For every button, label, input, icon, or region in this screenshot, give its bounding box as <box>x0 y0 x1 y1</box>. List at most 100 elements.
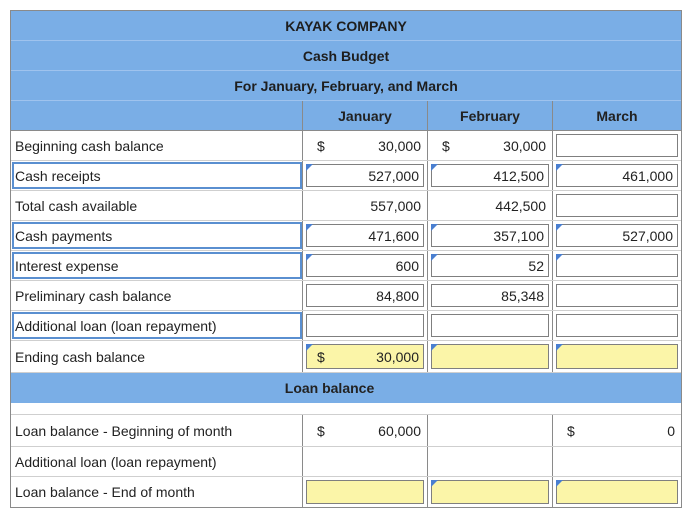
row-label[interactable]: Cash receipts <box>11 161 303 190</box>
mar-total-cash-input[interactable] <box>553 191 681 220</box>
cell-value: 412,500 <box>493 167 544 184</box>
row-label[interactable]: Cash payments <box>11 221 303 250</box>
input-marker-icon <box>306 254 313 261</box>
feb-additional-loan-input[interactable] <box>428 311 553 340</box>
jan-cash-payments-input[interactable]: 471,600 <box>303 221 428 250</box>
currency-symbol: $ <box>317 348 325 365</box>
input-marker-icon <box>431 164 438 171</box>
feb-loan-additional <box>428 447 553 476</box>
cell-value: 0 <box>667 422 675 439</box>
cell-value: 84,800 <box>376 287 419 304</box>
row-label[interactable]: Additional loan (loan repayment) <box>11 311 303 340</box>
mar-preliminary-input[interactable] <box>553 281 681 310</box>
input-marker-icon <box>431 480 438 487</box>
jan-loan-beginning: $ 60,000 <box>303 415 428 446</box>
feb-cash-payments-input[interactable]: 357,100 <box>428 221 553 250</box>
row-cash-payments: Cash payments 471,600 357,100 527,000 <box>11 221 681 251</box>
cell-value: 30,000 <box>378 137 421 154</box>
jan-ending-cash-input[interactable]: $ 30,000 <box>303 341 428 372</box>
currency-symbol: $ <box>567 422 575 439</box>
row-label: Ending cash balance <box>11 341 303 372</box>
mar-cash-payments-input[interactable]: 527,000 <box>553 221 681 250</box>
feb-interest-input[interactable]: 52 <box>428 251 553 280</box>
input-marker-icon <box>306 344 313 351</box>
loan-section-title: Loan balance <box>284 380 375 396</box>
title-header: Cash Budget <box>11 41 681 71</box>
input-marker-icon <box>431 254 438 261</box>
cell-value: 527,000 <box>622 227 673 244</box>
jan-total-cash: 557,000 <box>303 191 428 220</box>
cell-value: 85,348 <box>501 287 544 304</box>
row-label: Additional loan (loan repayment) <box>11 447 303 476</box>
cell-value: 442,500 <box>495 197 546 214</box>
mar-additional-loan-input[interactable] <box>553 311 681 340</box>
feb-loan-end-input[interactable] <box>428 477 553 507</box>
cell-value: 357,100 <box>493 227 544 244</box>
row-loan-beginning: Loan balance - Beginning of month $ 60,0… <box>11 415 681 447</box>
column-march: March <box>596 107 638 124</box>
feb-beginning-cash: $ 30,000 <box>428 131 553 160</box>
currency-symbol: $ <box>442 137 450 154</box>
jan-additional-loan-input[interactable] <box>303 311 428 340</box>
feb-cash-receipts-input[interactable]: 412,500 <box>428 161 553 190</box>
company-header: KAYAK COMPANY <box>11 11 681 41</box>
cell-value: 30,000 <box>376 348 419 365</box>
company-name: KAYAK COMPANY <box>285 17 407 34</box>
column-january: January <box>303 101 428 130</box>
cell-value: 527,000 <box>368 167 419 184</box>
mar-interest-input[interactable] <box>553 251 681 280</box>
row-additional-loan: Additional loan (loan repayment) <box>11 311 681 341</box>
input-marker-icon <box>306 224 313 231</box>
jan-preliminary-input[interactable]: 84,800 <box>303 281 428 310</box>
row-beginning-cash: Beginning cash balance $ 30,000 $ 30,000 <box>11 131 681 161</box>
jan-cash-receipts-input[interactable]: 527,000 <box>303 161 428 190</box>
row-loan-additional: Additional loan (loan repayment) <box>11 447 681 477</box>
input-marker-icon <box>556 254 563 261</box>
loan-section-header: Loan balance <box>11 373 681 403</box>
jan-loan-additional <box>303 447 428 476</box>
row-interest-expense: Interest expense 600 52 <box>11 251 681 281</box>
period-header: For January, February, and March <box>11 71 681 101</box>
feb-preliminary-input[interactable]: 85,348 <box>428 281 553 310</box>
row-label[interactable]: Interest expense <box>11 251 303 280</box>
mar-loan-end-input[interactable] <box>553 477 681 507</box>
currency-symbol: $ <box>317 137 325 154</box>
input-marker-icon <box>431 344 438 351</box>
input-marker-icon <box>556 164 563 171</box>
input-marker-icon <box>556 224 563 231</box>
mar-cash-receipts-input[interactable]: 461,000 <box>553 161 681 190</box>
mar-beginning-cash-input[interactable] <box>553 131 681 160</box>
input-marker-icon <box>556 344 563 351</box>
budget-title: Cash Budget <box>302 47 390 64</box>
cell-value: 600 <box>395 257 419 274</box>
loan-spacer <box>11 403 681 415</box>
jan-beginning-cash: $ 30,000 <box>303 131 428 160</box>
row-total-cash: Total cash available 557,000 442,500 <box>11 191 681 221</box>
mar-ending-cash-input[interactable] <box>553 341 681 372</box>
jan-loan-end-input[interactable] <box>303 477 428 507</box>
row-label: Preliminary cash balance <box>11 281 303 310</box>
row-ending-cash: Ending cash balance $ 30,000 <box>11 341 681 373</box>
cell-value: 557,000 <box>370 197 421 214</box>
mar-loan-additional <box>553 447 681 476</box>
currency-symbol: $ <box>317 422 325 439</box>
cell-value: 461,000 <box>622 167 673 184</box>
cash-budget-sheet: KAYAK COMPANY Cash Budget For January, F… <box>10 10 682 508</box>
cell-value: 471,600 <box>368 227 419 244</box>
cell-value: 30,000 <box>503 137 546 154</box>
feb-ending-cash-input[interactable] <box>428 341 553 372</box>
budget-period: For January, February, and March <box>234 77 458 94</box>
feb-total-cash: 442,500 <box>428 191 553 220</box>
feb-loan-beginning <box>428 415 553 446</box>
column-header-row: January February March <box>11 101 681 131</box>
input-marker-icon <box>306 164 313 171</box>
row-label: Loan balance - End of month <box>11 477 303 507</box>
cell-value: 60,000 <box>378 422 421 439</box>
row-preliminary-cash: Preliminary cash balance 84,800 85,348 <box>11 281 681 311</box>
mar-loan-beginning: $ 0 <box>553 415 681 446</box>
input-marker-icon <box>556 480 563 487</box>
input-marker-icon <box>431 224 438 231</box>
row-label: Beginning cash balance <box>11 131 303 160</box>
jan-interest-input[interactable]: 600 <box>303 251 428 280</box>
cell-value: 52 <box>528 257 544 274</box>
